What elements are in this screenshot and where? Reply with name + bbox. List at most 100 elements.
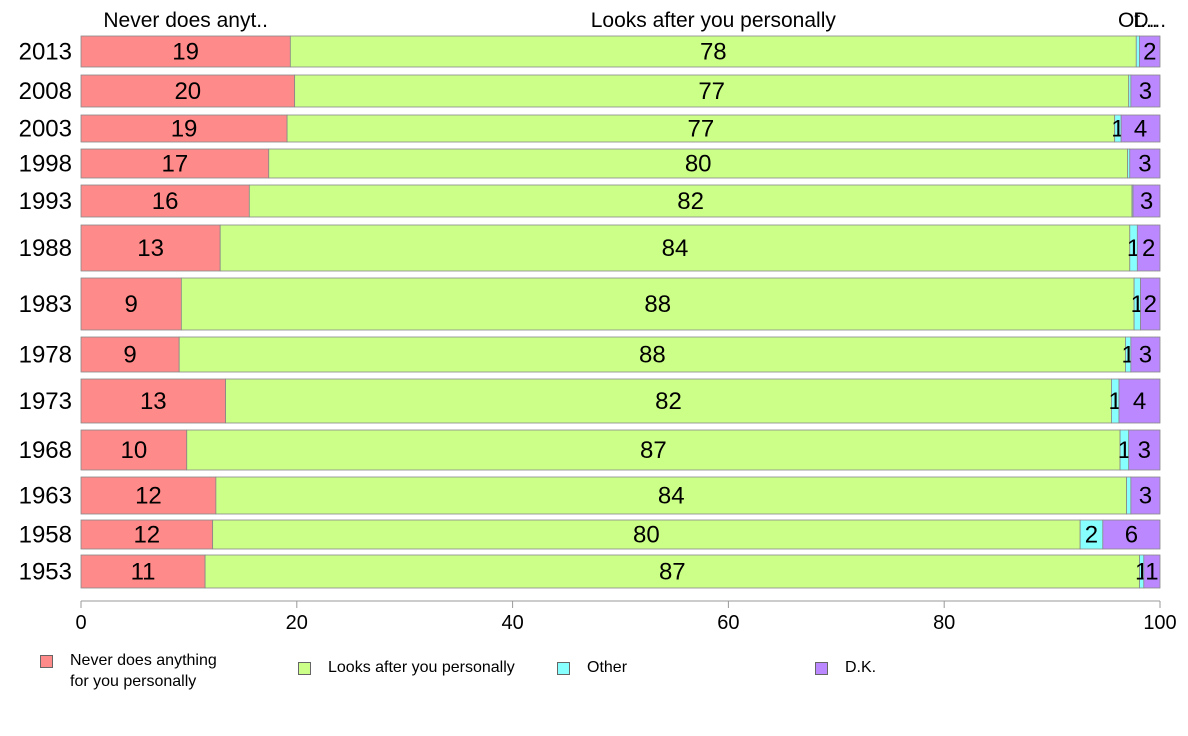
bar-segment-4	[1136, 224, 1161, 272]
legend: Never does anything for you personally Lo…	[0, 650, 1188, 700]
data-label: 1	[1118, 437, 1131, 464]
y-tick-label: 1978	[19, 342, 72, 369]
legend-swatch	[40, 655, 53, 668]
y-tick-label: 2008	[19, 78, 72, 105]
data-label: 80	[685, 151, 712, 178]
bar-segment-2	[286, 114, 1116, 143]
data-label: 16	[152, 188, 179, 215]
bar-segment-2	[180, 277, 1135, 331]
bar-segment-2	[289, 35, 1137, 68]
bar-segment-1	[80, 277, 182, 331]
bar-segment-4	[1120, 114, 1161, 143]
data-label: 12	[135, 483, 162, 510]
bar-segment-1	[80, 148, 270, 179]
data-label: 2	[1085, 522, 1098, 549]
data-label: 82	[655, 388, 682, 415]
legend-item: D.K.	[815, 657, 876, 678]
legend-label: Looks after you personally	[328, 659, 515, 676]
data-label: 6	[1125, 522, 1138, 549]
y-tick-label: 2003	[19, 116, 72, 143]
bar-segment-2	[186, 429, 1121, 471]
data-label: 19	[172, 39, 199, 66]
data-label: 9	[123, 342, 136, 369]
bar-segment-1	[80, 74, 296, 108]
data-label: 77	[688, 116, 715, 143]
y-tick-label: 2013	[19, 39, 72, 66]
legend-swatch	[557, 662, 570, 675]
data-label: 20	[174, 78, 201, 105]
x-tick-label: 40	[501, 612, 523, 634]
bar-row-2008: 20 77 3	[80, 74, 1161, 108]
bar-segment-1	[80, 429, 188, 471]
data-label: 3	[1139, 483, 1152, 510]
x-tick-label: 60	[717, 612, 739, 634]
y-tick-label: 1983	[19, 291, 72, 318]
bar-segment-4	[1132, 184, 1161, 218]
bar-segment-1	[80, 114, 288, 143]
data-label: 11	[131, 559, 156, 586]
bar-segment-2	[212, 519, 1081, 550]
bar-row-2003: 19 77 1 4	[80, 114, 1161, 143]
data-label: 2	[1144, 291, 1157, 318]
bar-segment-1	[80, 224, 221, 272]
bar-row-1973: 13 82 1 4	[80, 378, 1161, 424]
bar-segment-2	[215, 476, 1127, 515]
data-label: 13	[137, 235, 164, 262]
bar-segment-2	[178, 336, 1126, 373]
bar-segment-4	[1130, 336, 1161, 373]
y-tick-label: 1958	[19, 522, 72, 549]
bar-row-1988: 13 84 1 2	[80, 224, 1161, 272]
data-label: 1	[1145, 559, 1158, 586]
bar-segment-2	[268, 148, 1129, 179]
y-axis: 2013 2008 2003 1998 1993 1988 1983 1978 1973 1968…	[19, 39, 72, 586]
bar-segment-1	[80, 336, 180, 373]
series-header-label: Never does anyt..	[103, 9, 268, 32]
data-label: 12	[133, 522, 160, 549]
data-label: 3	[1139, 342, 1152, 369]
legend-label: Other	[587, 659, 628, 676]
x-tick-label: 0	[75, 612, 86, 634]
bar-segment-2	[204, 554, 1140, 589]
data-label: 84	[662, 235, 689, 262]
data-label: 2	[1143, 39, 1156, 66]
x-tick-label: 20	[286, 612, 308, 634]
data-label: 9	[124, 291, 137, 318]
data-label: 77	[698, 78, 725, 105]
data-label: 1	[1109, 388, 1122, 415]
data-label: 3	[1138, 437, 1151, 464]
bar-segment-2	[219, 224, 1131, 272]
bar-row-2013: 19 78 2	[80, 35, 1161, 68]
bar-row-1978: 9 88 1 3	[80, 336, 1161, 373]
column-header-labels: Never does anyt.. Looks after you persona…	[103, 9, 1166, 32]
x-axis: 0 20 40 60 80 100	[75, 600, 1177, 634]
bar-segment-4	[1130, 74, 1161, 108]
data-label: 80	[633, 522, 660, 549]
y-tick-label: 1973	[19, 388, 72, 415]
series-header-label: Looks after you personally	[591, 9, 837, 32]
data-label: 87	[640, 437, 667, 464]
legend-label: D.K.	[845, 659, 877, 676]
series-header-label: Ot...	[1118, 9, 1158, 32]
bar-row-1983: 9 88 1 2	[80, 277, 1161, 331]
data-label: 88	[639, 342, 666, 369]
data-label: 1	[1127, 235, 1140, 262]
bar-rows: 19 78 220 77 319 77 1 417 80 316 82 313 84 1 29 88 1 29 88…	[80, 35, 1161, 589]
legend-swatch	[815, 662, 828, 675]
x-tick-label: 80	[933, 612, 955, 634]
bar-row-1953: 11 87 11	[80, 554, 1161, 589]
bar-segment-4	[1130, 476, 1161, 515]
y-tick-label: 1968	[19, 437, 72, 464]
legend-label: Never does anything for you personally	[70, 652, 217, 690]
bar-row-1998: 17 80 3	[80, 148, 1161, 179]
y-tick-label: 1988	[19, 235, 72, 262]
x-tick-label: 100	[1143, 612, 1176, 634]
bar-row-1958: 12 80 2 6	[80, 519, 1161, 550]
bar-segment-1	[80, 476, 217, 515]
y-tick-label: 1998	[19, 151, 72, 178]
data-label: 82	[677, 188, 704, 215]
bar-row-1993: 16 82 3	[80, 184, 1161, 218]
y-tick-label: 1993	[19, 188, 72, 215]
data-label: 17	[162, 151, 189, 178]
data-label: 10	[121, 437, 148, 464]
bar-row-1968: 10 87 1 3	[80, 429, 1161, 471]
